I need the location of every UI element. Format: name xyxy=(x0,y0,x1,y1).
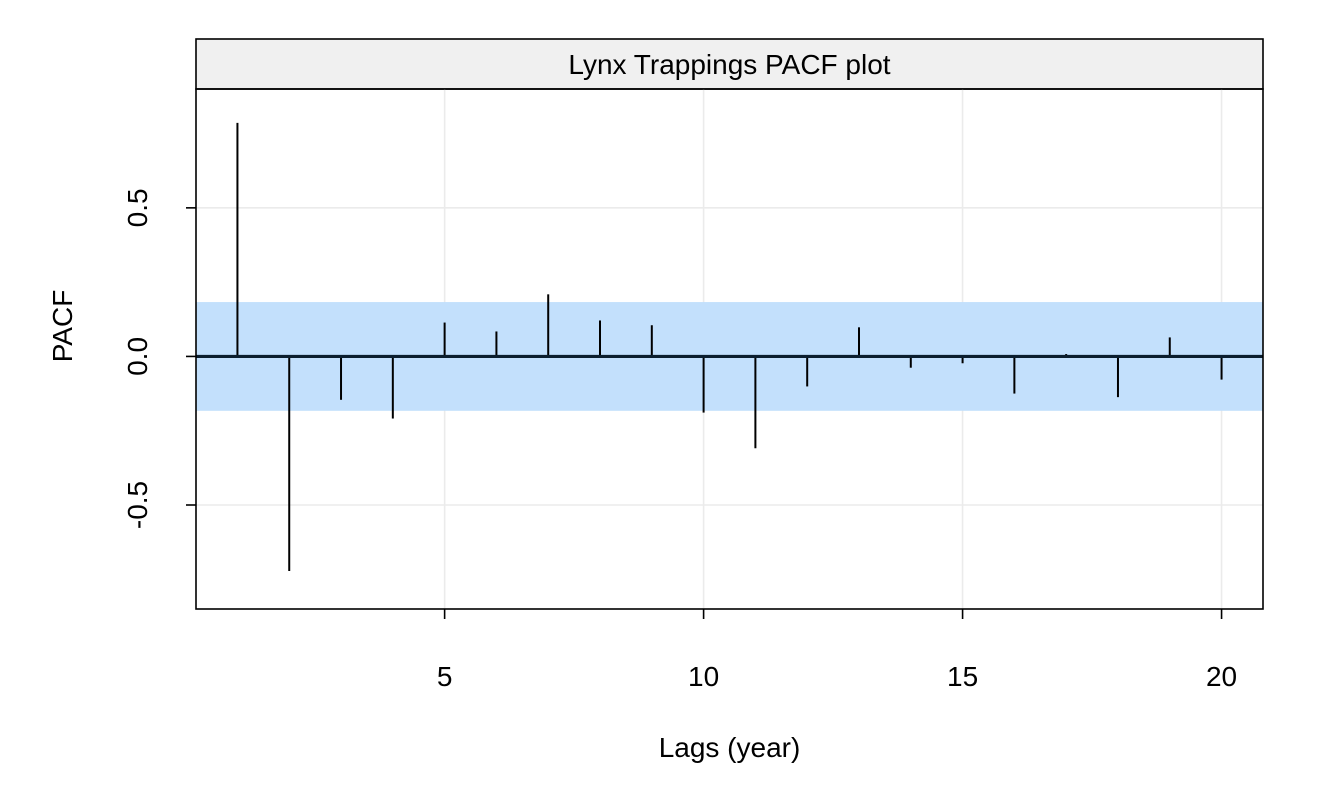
x-tick-label: 20 xyxy=(1206,661,1237,692)
x-tick-label: 5 xyxy=(437,661,453,692)
plot-panel xyxy=(195,88,1264,610)
pacf-spikes xyxy=(236,122,1223,571)
x-tick-label: 15 xyxy=(947,661,978,692)
y-tick-label: -0.5 xyxy=(122,481,153,529)
panel-frame xyxy=(195,88,1264,610)
x-tick-label: 10 xyxy=(688,661,719,692)
x-axis-title: Lags (year) xyxy=(659,732,801,763)
x-axis: 5 10 15 20 xyxy=(437,609,1237,692)
y-tick-label: 0.5 xyxy=(122,188,153,227)
y-axis: -0.5 0.0 0.5 xyxy=(122,188,196,529)
y-tick-label: 0.0 xyxy=(122,337,153,376)
y-axis-title: PACF xyxy=(47,290,78,363)
chart-title: Lynx Trappings PACF plot xyxy=(568,49,890,80)
title-strip xyxy=(195,38,1264,90)
